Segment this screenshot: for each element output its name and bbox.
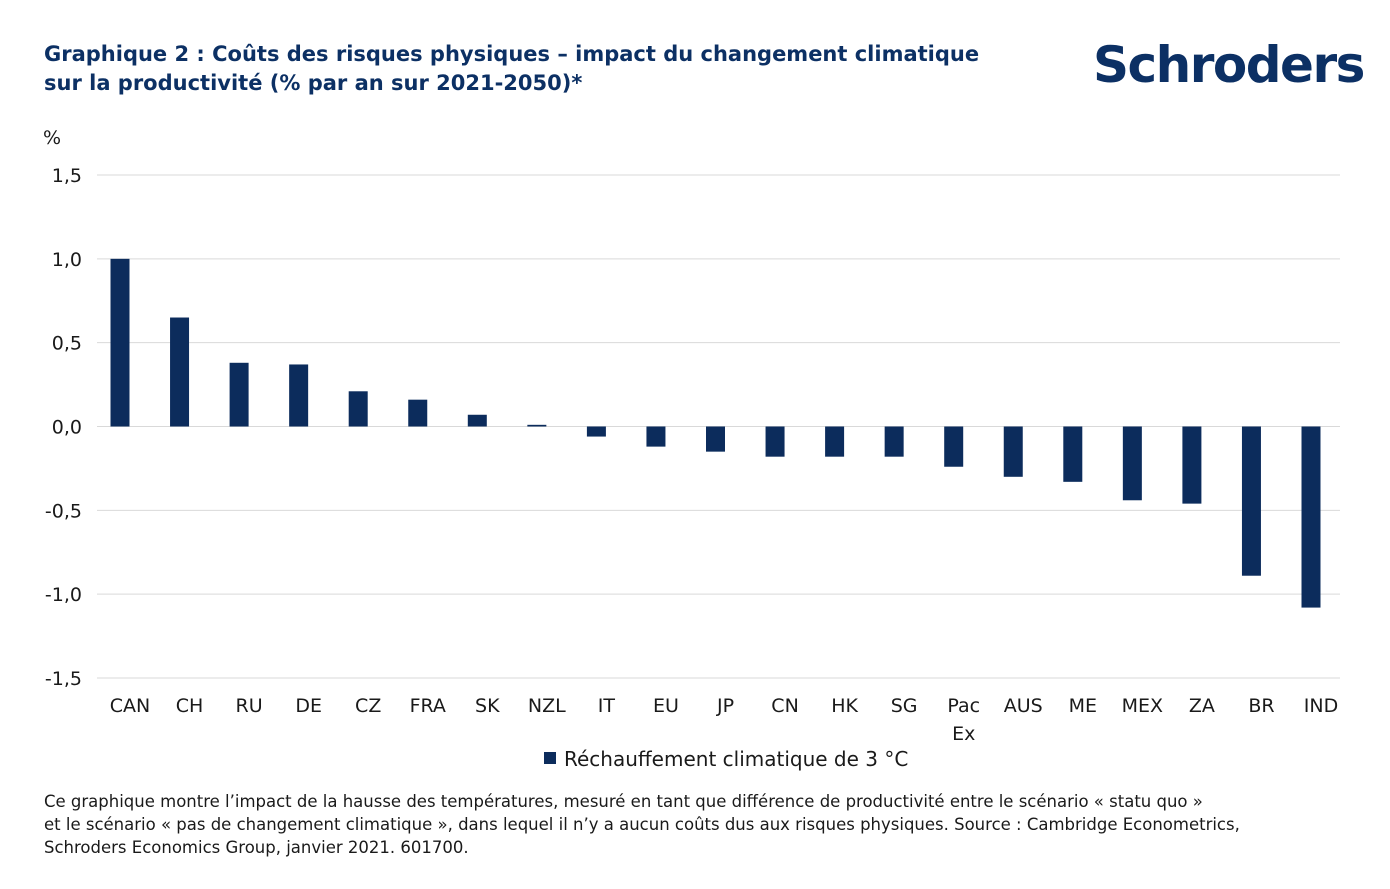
x-tick-label: CAN: [110, 695, 150, 717]
x-tick-label: JP: [716, 695, 734, 717]
bar: [289, 364, 309, 427]
y-tick-label: -0,5: [45, 500, 82, 522]
y-tick-label: -1,0: [45, 584, 82, 606]
bar: [1182, 426, 1202, 504]
legend-swatch: [544, 752, 556, 764]
y-tick-label: -1,5: [45, 668, 82, 690]
y-tick-label: 0,0: [52, 417, 82, 439]
bar: [1003, 426, 1023, 477]
x-tick-label: NZL: [528, 695, 566, 717]
x-tick-label: CN: [771, 695, 798, 717]
x-tick-label: RU: [236, 695, 263, 717]
bar: [586, 426, 606, 437]
x-tick-label: MEX: [1122, 695, 1163, 717]
y-axis-unit-label: %: [43, 127, 62, 149]
bar: [765, 426, 785, 457]
legend: Réchauffement climatique de 3 °C: [544, 747, 908, 771]
bar: [1122, 426, 1142, 501]
x-tick-label: SG: [891, 695, 918, 717]
bar: [229, 362, 249, 427]
x-tick-label: EU: [653, 695, 679, 717]
bar: [884, 426, 904, 457]
legend-label: Réchauffement climatique de 3 °C: [564, 747, 908, 771]
footnote-line-2: et le scénario « pas de changement clima…: [44, 815, 1240, 834]
chart-title-line-1: Graphique 2 : Coûts des risques physique…: [44, 42, 980, 66]
bar: [646, 426, 666, 447]
bar: [408, 399, 428, 427]
x-tick-label: ZA: [1189, 695, 1215, 717]
y-tick-label: 0,5: [52, 333, 82, 355]
bar: [1063, 426, 1083, 482]
bar: [825, 426, 845, 457]
bar: [527, 424, 547, 427]
bar: [467, 414, 487, 427]
x-tick-label: SK: [475, 695, 500, 717]
x-tick-label: DE: [295, 695, 322, 717]
brand-logo: Schroders: [1093, 36, 1365, 94]
chart-title: Graphique 2 : Coûts des risques physique…: [44, 40, 1044, 98]
x-tick-label: AUS: [1004, 695, 1043, 717]
x-tick-label: IND: [1304, 695, 1338, 717]
x-tick-label: Pac Ex: [947, 695, 980, 745]
bar: [170, 317, 190, 427]
y-tick-label: 1,0: [52, 249, 82, 271]
bar: [110, 258, 130, 427]
x-axis-tick-labels: CAN CH RU DE CZ FRA SK NZL IT EU JP CN HK SG Pac Ex AUS M…: [110, 695, 1338, 745]
x-tick-label: FRA: [410, 695, 446, 717]
y-axis-tick-labels: 1,5 1,0 0,5 0,0 -0,5 -1,0 -1,5: [45, 165, 82, 690]
footnote-line-1: Ce graphique montre l’impact de la hauss…: [44, 792, 1203, 811]
x-tick-label: CZ: [355, 695, 381, 717]
footnote-line-3: Schroders Economics Group, janvier 2021.…: [44, 838, 469, 857]
x-tick-label: BR: [1248, 695, 1274, 717]
x-tick-label: CH: [176, 695, 204, 717]
chart-title-line-2: sur la productivité (% par an sur 2021-2…: [44, 71, 583, 95]
x-tick-label: IT: [598, 695, 616, 717]
bar: [944, 426, 964, 467]
bars: [110, 258, 1321, 608]
x-tick-label: ME: [1069, 695, 1097, 717]
bar: [1301, 426, 1321, 608]
y-tick-label: 1,5: [52, 165, 82, 187]
bar: [1241, 426, 1261, 576]
bar: [348, 391, 368, 427]
x-tick-label: HK: [831, 695, 858, 717]
bar: [706, 426, 725, 452]
footnote: Ce graphique montre l’impact de la hauss…: [44, 790, 1374, 859]
